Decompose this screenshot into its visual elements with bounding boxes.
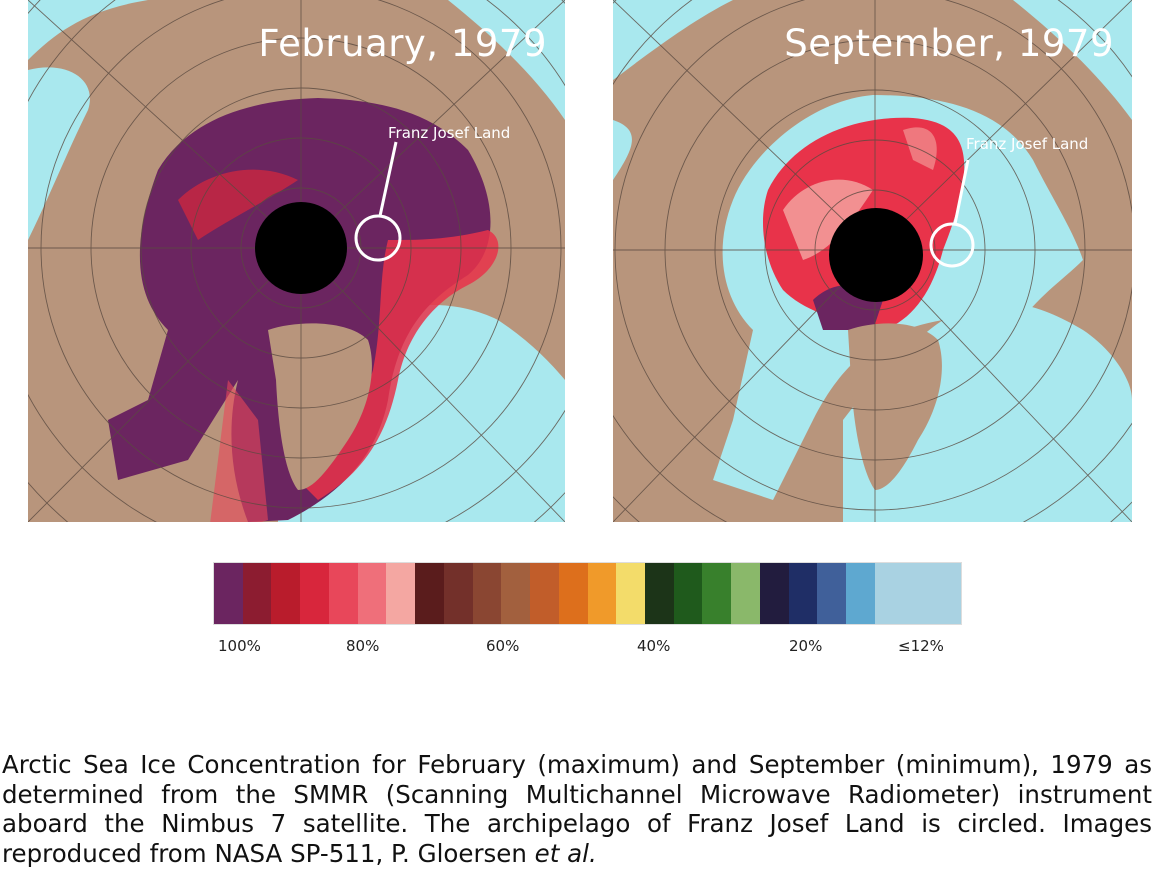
legend-swatch-6 — [357, 563, 387, 624]
legend-swatch-23 — [846, 563, 875, 624]
legend-swatch-11 — [501, 563, 531, 624]
franz-josef-label: Franz Josef Land — [388, 124, 511, 142]
legend-tick-100: 100% — [218, 637, 261, 655]
legend-swatch-13 — [558, 563, 588, 624]
legend-swatch-24 — [874, 563, 962, 624]
legend-swatch-17 — [673, 563, 703, 624]
franz-josef-circle — [354, 214, 402, 262]
legend-swatch-9 — [443, 563, 473, 624]
map-february-graphic — [28, 0, 565, 522]
legend-tick-12: ≤12% — [898, 637, 944, 655]
caption-emphasis: et al. — [534, 838, 597, 868]
franz-josef-label: Franz Josef Land — [966, 135, 1089, 153]
map-february-1979: February, 1979 Franz Josef Land — [28, 0, 565, 522]
legend-swatch-8 — [415, 563, 444, 624]
legend-swatch-20 — [759, 563, 789, 624]
legend-swatch-16 — [645, 563, 674, 624]
legend-swatch-21 — [788, 563, 818, 624]
caption-text: Arctic Sea Ice Concentration for Februar… — [2, 750, 1152, 868]
concentration-color-scale — [214, 563, 962, 624]
ocean-pacific — [28, 0, 148, 240]
map-september-1979: September, 1979 Franz Josef Land — [613, 0, 1132, 522]
graticule — [613, 0, 1132, 522]
legend-swatch-7 — [386, 563, 416, 624]
legend-swatch-5 — [328, 563, 358, 624]
pole-hole — [829, 208, 923, 302]
legend-tick-40: 40% — [637, 637, 671, 655]
pole-hole — [255, 202, 347, 294]
legend-tick-80: 80% — [346, 637, 380, 655]
figure-caption: Arctic Sea Ice Concentration for Februar… — [2, 750, 1152, 868]
map-title: September, 1979 — [784, 22, 1114, 65]
legend-swatch-22 — [817, 563, 847, 624]
legend-swatch-4 — [300, 563, 329, 624]
legend-swatch-14 — [587, 563, 617, 624]
map-september-graphic — [613, 0, 1132, 522]
legend-tick-20: 20% — [789, 637, 823, 655]
legend-swatch-1 — [214, 563, 243, 624]
legend-swatch-15 — [616, 563, 646, 624]
map-title: February, 1979 — [258, 22, 547, 65]
legend-swatch-2 — [242, 563, 272, 624]
graticule — [28, 0, 565, 522]
greenland — [848, 323, 942, 490]
legend-swatch-10 — [472, 563, 502, 624]
franz-josef-circle — [929, 222, 975, 268]
legend-swatch-12 — [530, 563, 559, 624]
legend-swatch-19 — [731, 563, 760, 624]
legend-swatch-3 — [271, 563, 301, 624]
legend-swatch-18 — [702, 563, 732, 624]
legend-tick-60: 60% — [486, 637, 520, 655]
